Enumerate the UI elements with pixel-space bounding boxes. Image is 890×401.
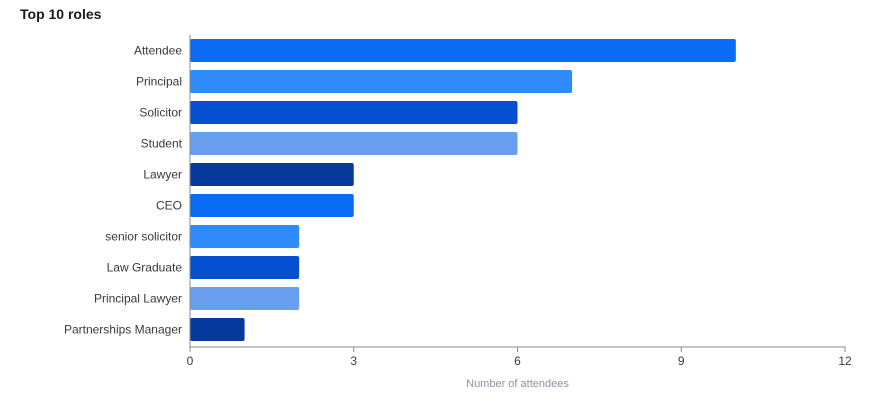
bar-principal-lawyer <box>190 287 300 310</box>
bar-attendee <box>190 39 736 62</box>
bar-solicitor <box>190 101 518 124</box>
bar-ceo <box>190 194 354 217</box>
bars-group <box>190 39 736 341</box>
x-axis-title: Number of attendees <box>466 378 569 390</box>
category-label: senior solicitor <box>105 230 182 244</box>
bar-lawyer <box>190 163 354 186</box>
category-label: Law Graduate <box>107 261 183 275</box>
x-tick-label: 0 <box>187 354 194 368</box>
category-label: Attendee <box>134 44 182 58</box>
chart-title: Top 10 roles <box>20 6 102 22</box>
bar-student <box>190 132 518 155</box>
category-label: Partnerships Manager <box>64 323 182 337</box>
category-label: CEO <box>156 199 182 213</box>
x-tick-label: 3 <box>350 354 357 368</box>
x-tick-label: 9 <box>678 354 685 368</box>
bar-partnerships-manager <box>190 318 245 341</box>
x-tick-label: 12 <box>838 354 852 368</box>
bar-senior-solicitor <box>190 225 300 248</box>
category-label: Lawyer <box>143 168 182 182</box>
category-label: Solicitor <box>139 106 182 120</box>
bar-law-graduate <box>190 256 300 279</box>
category-label: Principal <box>136 75 182 89</box>
x-tick-label: 6 <box>514 354 521 368</box>
x-ticks: 0 3 6 9 12 <box>187 347 852 368</box>
category-labels: Attendee Principal Solicitor Student Lawyer C… <box>64 44 183 337</box>
bar-principal <box>190 70 573 93</box>
category-label: Student <box>141 137 183 151</box>
category-label: Principal Lawyer <box>94 292 182 306</box>
